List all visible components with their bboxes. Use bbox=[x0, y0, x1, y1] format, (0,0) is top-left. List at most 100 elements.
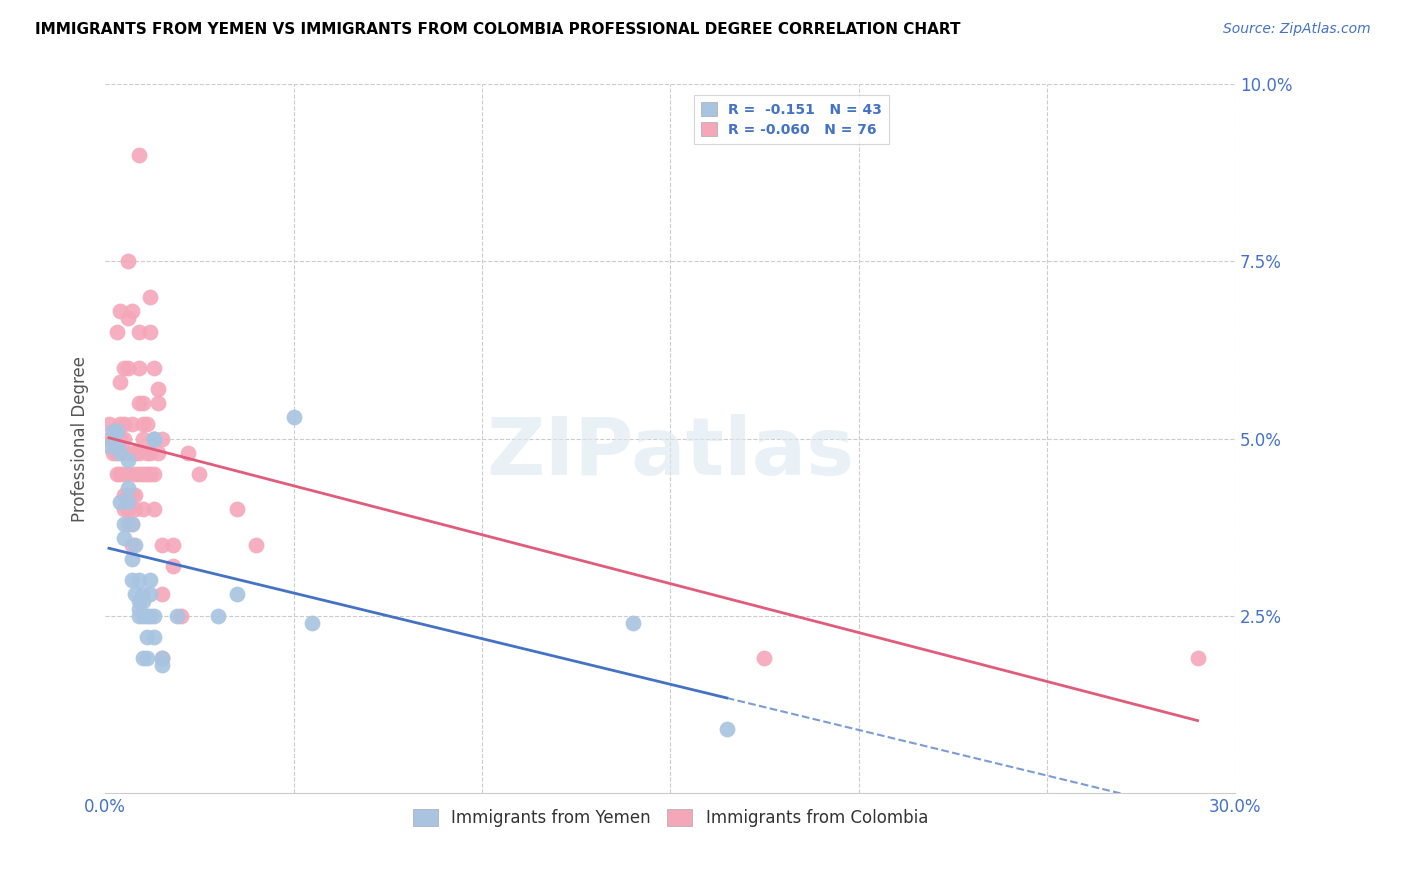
Point bbox=[105, 446, 128, 460]
Point bbox=[139, 290, 162, 304]
Point bbox=[150, 432, 173, 446]
Point bbox=[98, 439, 121, 453]
Point bbox=[283, 410, 305, 425]
Point bbox=[245, 538, 267, 552]
Point bbox=[128, 360, 150, 375]
Point bbox=[117, 467, 139, 481]
Point bbox=[162, 559, 184, 574]
Point bbox=[128, 446, 150, 460]
Point bbox=[110, 495, 132, 509]
Point bbox=[135, 630, 157, 644]
Point bbox=[146, 446, 169, 460]
Point bbox=[105, 425, 128, 439]
Point bbox=[132, 587, 155, 601]
Point bbox=[121, 538, 143, 552]
Point bbox=[128, 594, 150, 608]
Point bbox=[135, 651, 157, 665]
Point bbox=[112, 467, 135, 481]
Point bbox=[101, 432, 124, 446]
Point bbox=[121, 417, 143, 432]
Point bbox=[128, 601, 150, 615]
Point bbox=[162, 538, 184, 552]
Point bbox=[135, 417, 157, 432]
Point bbox=[143, 432, 166, 446]
Point bbox=[139, 573, 162, 587]
Point bbox=[112, 502, 135, 516]
Point bbox=[121, 573, 143, 587]
Point bbox=[139, 446, 162, 460]
Point bbox=[124, 488, 146, 502]
Point bbox=[1187, 651, 1209, 665]
Point bbox=[132, 608, 155, 623]
Point bbox=[128, 326, 150, 340]
Point bbox=[143, 432, 166, 446]
Point bbox=[117, 452, 139, 467]
Point bbox=[117, 360, 139, 375]
Point bbox=[169, 608, 191, 623]
Point bbox=[139, 326, 162, 340]
Point bbox=[117, 488, 139, 502]
Point bbox=[124, 587, 146, 601]
Point bbox=[121, 446, 143, 460]
Point bbox=[117, 502, 139, 516]
Point bbox=[754, 651, 776, 665]
Point bbox=[110, 375, 132, 389]
Point bbox=[132, 594, 155, 608]
Point bbox=[143, 608, 166, 623]
Point bbox=[124, 538, 146, 552]
Point bbox=[98, 417, 121, 432]
Point bbox=[105, 326, 128, 340]
Point bbox=[112, 531, 135, 545]
Point bbox=[146, 382, 169, 396]
Point bbox=[128, 573, 150, 587]
Point bbox=[117, 495, 139, 509]
Text: IMMIGRANTS FROM YEMEN VS IMMIGRANTS FROM COLOMBIA PROFESSIONAL DEGREE CORRELATIO: IMMIGRANTS FROM YEMEN VS IMMIGRANTS FROM… bbox=[35, 22, 960, 37]
Point bbox=[139, 587, 162, 601]
Legend: Immigrants from Yemen, Immigrants from Colombia: Immigrants from Yemen, Immigrants from C… bbox=[406, 803, 935, 834]
Point bbox=[121, 516, 143, 531]
Point bbox=[110, 417, 132, 432]
Point bbox=[105, 439, 128, 453]
Point bbox=[207, 608, 229, 623]
Point bbox=[150, 538, 173, 552]
Point bbox=[128, 608, 150, 623]
Point bbox=[188, 467, 211, 481]
Point bbox=[716, 722, 738, 736]
Point bbox=[112, 417, 135, 432]
Point bbox=[117, 311, 139, 326]
Point bbox=[128, 396, 150, 410]
Point bbox=[121, 304, 143, 318]
Point bbox=[98, 432, 121, 446]
Text: ZIPatlas: ZIPatlas bbox=[486, 414, 855, 491]
Point bbox=[121, 516, 143, 531]
Point bbox=[146, 396, 169, 410]
Point bbox=[132, 417, 155, 432]
Point bbox=[150, 651, 173, 665]
Point bbox=[150, 651, 173, 665]
Point bbox=[301, 615, 323, 630]
Point bbox=[226, 502, 249, 516]
Point bbox=[143, 432, 166, 446]
Point bbox=[139, 467, 162, 481]
Point bbox=[101, 425, 124, 439]
Point bbox=[132, 432, 155, 446]
Point bbox=[110, 304, 132, 318]
Point bbox=[117, 481, 139, 495]
Point bbox=[105, 439, 128, 453]
Point bbox=[124, 502, 146, 516]
Point bbox=[121, 552, 143, 566]
Point bbox=[110, 446, 132, 460]
Point bbox=[150, 587, 173, 601]
Point bbox=[139, 608, 162, 623]
Point bbox=[135, 608, 157, 623]
Point bbox=[117, 254, 139, 268]
Point bbox=[128, 148, 150, 162]
Point bbox=[124, 446, 146, 460]
Point bbox=[110, 432, 132, 446]
Point bbox=[117, 516, 139, 531]
Point bbox=[166, 608, 188, 623]
Point bbox=[150, 658, 173, 673]
Point bbox=[112, 432, 135, 446]
Point bbox=[112, 360, 135, 375]
Point bbox=[101, 446, 124, 460]
